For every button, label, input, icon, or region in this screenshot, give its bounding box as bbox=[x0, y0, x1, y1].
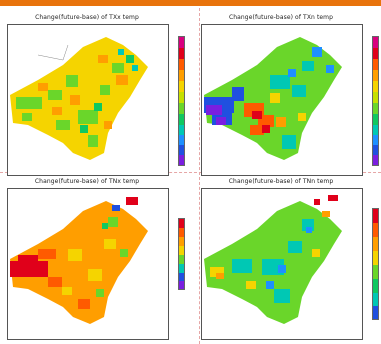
map-panel-tnx: Change(future-base) of TNx temp bbox=[2, 178, 187, 340]
panel-title: Change(future-base) of TXx temp bbox=[35, 14, 139, 21]
map-frame bbox=[201, 24, 363, 176]
horizontal-divider bbox=[0, 172, 381, 173]
map-panel-txx: Change(future-base) of TXx temp bbox=[2, 14, 187, 176]
map-frame bbox=[7, 188, 169, 340]
map-panel-txn: Change(future-base) of TXn temp bbox=[196, 14, 381, 176]
colorbar bbox=[178, 36, 185, 166]
colorbar bbox=[178, 218, 185, 290]
panel-title: Change(future-base) of TNx temp bbox=[34, 178, 140, 185]
map-frame bbox=[201, 188, 363, 340]
panel-title: Change(future-base) of TXn temp bbox=[228, 14, 334, 21]
top-accent-bar bbox=[0, 0, 381, 6]
colorbar bbox=[372, 208, 379, 320]
map-svg bbox=[204, 37, 342, 160]
panel-title: Change(future-base) of TNn temp bbox=[228, 178, 334, 185]
map-svg bbox=[204, 195, 342, 324]
map-svg bbox=[10, 197, 148, 324]
vertical-divider bbox=[199, 8, 200, 344]
colorbar bbox=[372, 36, 379, 166]
map-panel-tnn: Change(future-base) of TNn temp bbox=[196, 178, 381, 340]
map-frame bbox=[7, 24, 169, 176]
map-svg bbox=[10, 37, 148, 160]
